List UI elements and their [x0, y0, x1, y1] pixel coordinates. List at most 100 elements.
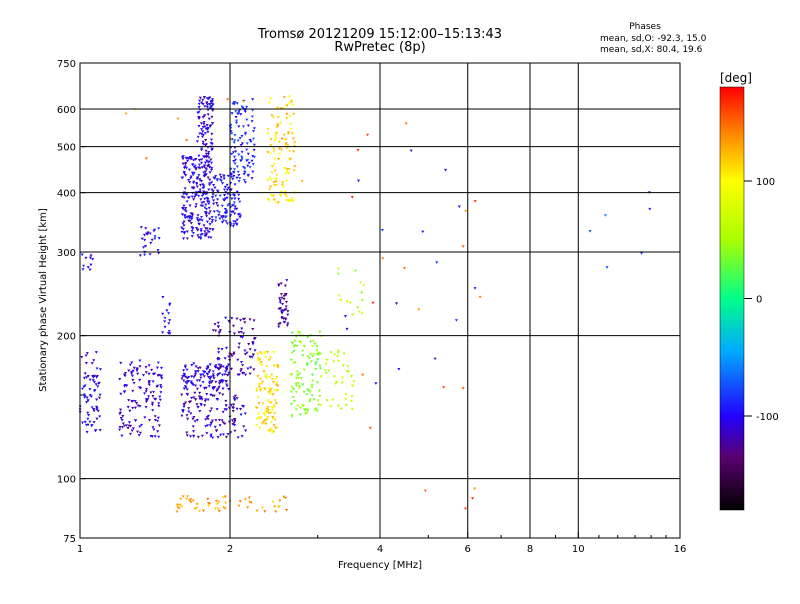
data-point	[204, 207, 208, 211]
data-point	[251, 170, 255, 174]
data-point	[246, 173, 250, 177]
data-point	[80, 356, 84, 359]
data-point	[271, 116, 275, 119]
data-point	[240, 327, 244, 331]
data-point	[210, 375, 214, 379]
data-point	[235, 407, 239, 411]
data-point	[240, 135, 244, 138]
data-point	[210, 166, 214, 170]
data-point	[245, 142, 249, 145]
data-point	[85, 401, 89, 404]
data-point	[197, 173, 201, 177]
data-point	[251, 98, 255, 101]
data-point	[356, 149, 360, 152]
data-point	[157, 227, 161, 230]
data-point	[209, 435, 213, 438]
data-point	[648, 207, 652, 211]
data-point	[144, 390, 148, 393]
data-point	[226, 98, 230, 101]
data-point	[213, 425, 217, 429]
data-point	[240, 142, 244, 145]
data-point	[156, 361, 160, 365]
data-point	[217, 510, 221, 513]
data-point	[233, 423, 237, 427]
data-point	[185, 237, 189, 241]
data-point	[210, 168, 214, 172]
data-point	[187, 410, 191, 414]
data-point	[180, 414, 184, 418]
data-point	[232, 201, 236, 204]
data-point	[340, 376, 344, 379]
data-point	[211, 329, 215, 332]
data-point	[182, 379, 186, 383]
data-point	[282, 185, 286, 189]
data-point	[225, 384, 229, 388]
data-point	[219, 176, 223, 179]
data-point	[123, 374, 127, 378]
data-point	[235, 190, 239, 194]
data-point	[86, 399, 90, 402]
data-point	[277, 284, 281, 288]
data-point	[255, 417, 259, 421]
data-point	[287, 171, 291, 175]
data-point	[183, 187, 187, 191]
data-point	[193, 420, 197, 423]
data-point	[270, 178, 274, 182]
data-point	[331, 360, 335, 364]
data-point	[223, 357, 227, 360]
data-point	[294, 390, 298, 394]
data-point	[207, 206, 211, 210]
data-point	[287, 95, 291, 99]
data-point	[214, 219, 218, 223]
data-point	[211, 103, 215, 107]
data-point	[159, 384, 163, 387]
data-point	[340, 381, 344, 385]
data-point	[85, 376, 89, 379]
data-point	[332, 375, 336, 379]
data-point	[137, 434, 141, 437]
x-tick-label: 2	[227, 544, 233, 555]
data-point	[311, 379, 315, 383]
data-point	[183, 365, 187, 369]
data-point	[181, 207, 185, 211]
data-point	[144, 227, 148, 230]
data-point	[251, 340, 255, 344]
data-point	[194, 193, 198, 197]
data-point	[252, 143, 256, 147]
data-point	[247, 343, 251, 346]
data-point	[197, 116, 201, 120]
data-point	[269, 185, 273, 189]
data-point	[92, 408, 96, 411]
data-point	[371, 301, 375, 305]
data-point	[246, 367, 250, 371]
data-point	[215, 189, 219, 193]
data-point	[223, 185, 227, 189]
data-point	[218, 424, 222, 427]
data-point	[82, 264, 86, 268]
data-point	[201, 381, 205, 384]
data-point	[194, 227, 198, 230]
data-point	[234, 220, 238, 224]
data-point	[90, 406, 94, 409]
data-point	[417, 308, 421, 312]
data-point	[163, 320, 167, 323]
data-point	[130, 429, 134, 433]
data-point	[210, 419, 214, 423]
data-point	[344, 398, 348, 401]
data-point	[204, 203, 208, 207]
data-point	[206, 130, 210, 134]
data-point	[215, 388, 219, 392]
data-point	[89, 254, 93, 258]
data-point	[198, 188, 202, 192]
data-point	[127, 399, 131, 402]
data-point	[251, 353, 255, 357]
data-point	[374, 382, 378, 385]
data-point	[205, 232, 209, 235]
data-point	[290, 331, 294, 335]
data-point	[120, 434, 124, 438]
data-point	[266, 151, 270, 154]
data-point	[194, 365, 198, 369]
data-point	[153, 235, 157, 238]
data-point	[224, 380, 228, 383]
